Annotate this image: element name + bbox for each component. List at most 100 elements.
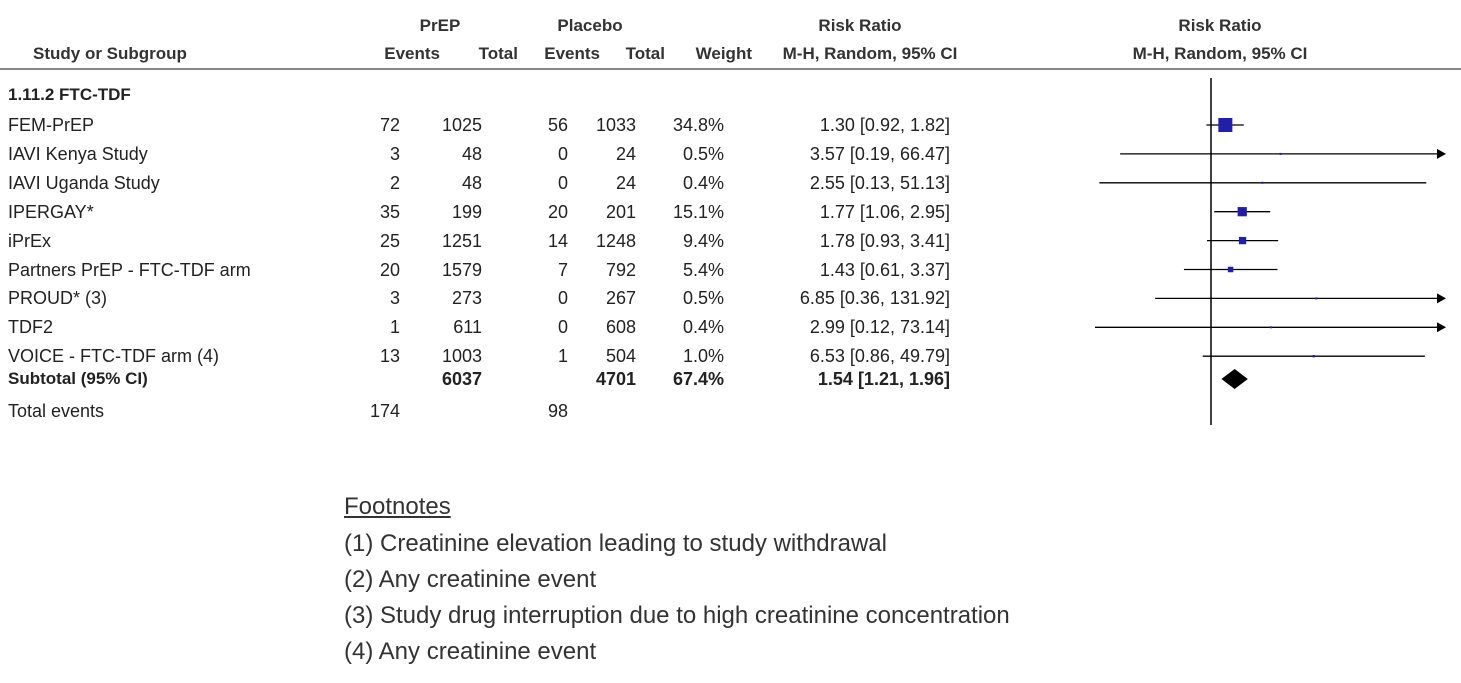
study-name: TDF2 xyxy=(8,317,53,338)
study-marker xyxy=(1279,152,1282,155)
study-name: FEM-PrEP xyxy=(8,115,95,135)
study-name: PROUD* (3) xyxy=(8,288,108,309)
risk-ratio-ci: 3.57 [0.19, 66.47] xyxy=(809,143,950,164)
study-marker xyxy=(1315,297,1318,300)
prep-total: 48 xyxy=(461,172,482,193)
study-marker xyxy=(1218,118,1233,132)
ci-arrow xyxy=(1437,148,1446,159)
weight: 0.5% xyxy=(682,143,724,164)
prep-events: 20 xyxy=(379,259,400,280)
prep-total: 273 xyxy=(451,288,482,309)
risk-ratio-ci: 2.55 [0.13, 51.13] xyxy=(809,172,950,193)
total-events-label: Total events xyxy=(8,401,105,421)
prep-events: 3 xyxy=(389,143,400,164)
placebo-total: 1248 xyxy=(595,230,636,251)
study-name: IAVI Uganda Study xyxy=(8,172,160,193)
weight: 5.4% xyxy=(682,259,724,280)
placebo-total-header: Total xyxy=(625,44,665,63)
prep-events: 72 xyxy=(379,115,400,135)
prep-total: 611 xyxy=(453,317,482,338)
subtotal-prep-total: 6037 xyxy=(441,369,482,389)
study-marker xyxy=(1237,207,1247,217)
prep-total: 199 xyxy=(451,201,482,222)
weight-header: Weight xyxy=(695,44,752,63)
prep-total: 1251 xyxy=(441,230,482,251)
study-marker xyxy=(1269,326,1272,329)
placebo-total: 1033 xyxy=(595,115,636,135)
weight: 0.4% xyxy=(682,317,724,338)
ci-arrow xyxy=(1437,322,1446,333)
risk-ratio-ci: 6.85 [0.36, 131.92] xyxy=(799,288,950,309)
risk-ratio-ci: 6.53 [0.86, 49.79] xyxy=(809,346,950,367)
prep-events: 1 xyxy=(389,317,400,338)
placebo-events: 14 xyxy=(547,230,568,251)
weight: 15.1% xyxy=(672,201,724,222)
footnote-2: (2) Any creatinine event xyxy=(344,566,597,593)
subtotal-label: Subtotal (95% CI) xyxy=(8,369,148,388)
prep-events: 3 xyxy=(389,288,400,309)
prep-events: 25 xyxy=(379,230,400,251)
placebo-events: 20 xyxy=(547,201,568,222)
risk-ratio-ci: 1.77 [1.06, 2.95] xyxy=(819,201,950,222)
total-events-prep: 174 xyxy=(369,401,400,421)
footnotes-title: Footnotes xyxy=(344,493,451,520)
risk-ratio-ci: 2.99 [0.12, 73.14] xyxy=(809,317,950,338)
study-marker xyxy=(1261,181,1264,184)
placebo-group-header: Placebo xyxy=(557,16,623,35)
risk-ratio-ci: 1.78 [0.93, 3.41] xyxy=(819,230,950,251)
placebo-total: 201 xyxy=(605,201,636,222)
weight: 34.8% xyxy=(672,115,724,135)
placebo-events: 0 xyxy=(557,143,568,164)
rr-title-header: Risk Ratio xyxy=(818,16,902,35)
study-name: VOICE - FTC-TDF arm (4) xyxy=(8,346,219,367)
study-marker xyxy=(1238,236,1247,245)
pooled-diamond xyxy=(1221,369,1248,389)
prep-group-header: PrEP xyxy=(419,16,461,35)
subgroup-label: 1.11.2 FTC-TDF xyxy=(8,85,131,104)
placebo-events: 0 xyxy=(557,288,568,309)
header-divider xyxy=(0,68,1461,70)
weight: 0.4% xyxy=(682,172,724,193)
study-name: IAVI Kenya Study xyxy=(8,143,148,164)
weight: 9.4% xyxy=(682,230,724,251)
risk-ratio-ci: 1.43 [0.61, 3.37] xyxy=(819,259,950,280)
study-marker xyxy=(1227,266,1234,273)
placebo-events: 7 xyxy=(557,259,568,280)
subtotal-weight: 67.4% xyxy=(672,369,724,389)
plot-method-header: M-H, Random, 95% CI xyxy=(1132,44,1308,63)
total-events-placebo: 98 xyxy=(547,401,568,421)
placebo-total: 608 xyxy=(605,317,636,338)
placebo-events: 0 xyxy=(557,172,568,193)
footnote-3: (3) Study drug interruption due to high … xyxy=(344,602,1010,629)
placebo-events: 56 xyxy=(547,115,568,135)
prep-total: 48 xyxy=(461,143,482,164)
placebo-total: 267 xyxy=(605,288,636,309)
placebo-total: 24 xyxy=(615,172,636,193)
placebo-total: 792 xyxy=(605,259,636,280)
subtotal-rr: 1.54 [1.21, 1.96] xyxy=(817,369,950,389)
plot-title-header: Risk Ratio xyxy=(1178,16,1262,35)
study-name: iPrEx xyxy=(8,230,52,251)
placebo-events-header: Events xyxy=(544,44,600,63)
subtotal-placebo-total: 4701 xyxy=(595,369,636,389)
prep-events: 13 xyxy=(379,346,400,367)
placebo-total: 504 xyxy=(605,346,636,367)
prep-total: 1579 xyxy=(441,259,482,280)
weight: 0.5% xyxy=(682,288,724,309)
placebo-events: 1 xyxy=(557,346,568,367)
study-name: IPERGAY* xyxy=(8,201,94,222)
study-name: Partners PrEP - FTC-TDF arm xyxy=(8,259,251,280)
footnote-4: (4) Any creatinine event xyxy=(344,638,597,665)
placebo-total: 24 xyxy=(615,143,636,164)
study-column-header: Study or Subgroup xyxy=(33,44,187,63)
rr-method-header: M-H, Random, 95% CI xyxy=(782,44,958,63)
risk-ratio-ci: 1.30 [0.92, 1.82] xyxy=(819,115,950,135)
placebo-events: 0 xyxy=(557,317,568,338)
prep-total: 1003 xyxy=(441,346,482,367)
ci-arrow xyxy=(1437,293,1446,304)
prep-events-header: Events xyxy=(384,44,440,63)
prep-total-header: Total xyxy=(478,44,518,63)
prep-total: 1025 xyxy=(441,115,482,135)
prep-events: 35 xyxy=(379,201,400,222)
